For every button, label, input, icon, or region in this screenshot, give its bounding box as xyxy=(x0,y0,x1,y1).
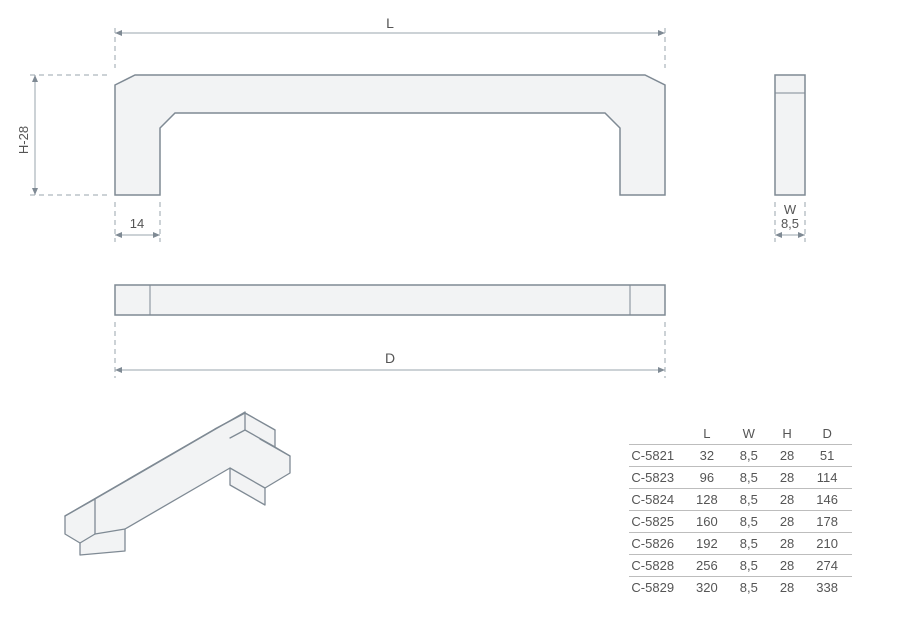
cell-value: 178 xyxy=(808,511,852,533)
cell-value: 28 xyxy=(772,511,808,533)
top-view xyxy=(115,285,665,315)
cell-value: 8,5 xyxy=(732,533,772,555)
isometric-view xyxy=(65,395,290,555)
col-model xyxy=(629,423,688,445)
cell-value: 8,5 xyxy=(732,467,772,489)
cell-value: 28 xyxy=(772,577,808,599)
label-L: L xyxy=(386,15,394,31)
cell-value: 128 xyxy=(688,489,732,511)
cell-model: C-5824 xyxy=(629,489,688,511)
dimension-L xyxy=(115,28,665,68)
table-row: C-58251608,528178 xyxy=(629,511,852,533)
cell-value: 28 xyxy=(772,489,808,511)
col-L: L xyxy=(688,423,732,445)
label-leg-width: 14 xyxy=(130,216,144,231)
table-row: C-58241288,528146 xyxy=(629,489,852,511)
cell-value: 28 xyxy=(772,467,808,489)
cell-value: 8,5 xyxy=(732,511,772,533)
cell-value: 8,5 xyxy=(732,555,772,577)
col-D: D xyxy=(808,423,852,445)
label-W: W xyxy=(784,202,797,217)
cell-value: 8,5 xyxy=(732,577,772,599)
cell-value: 28 xyxy=(772,555,808,577)
cell-model: C-5825 xyxy=(629,511,688,533)
cell-value: 8,5 xyxy=(732,445,772,467)
cell-value: 96 xyxy=(688,467,732,489)
cell-value: 256 xyxy=(688,555,732,577)
cell-model: C-5823 xyxy=(629,467,688,489)
cell-value: 146 xyxy=(808,489,852,511)
dimensions-table: L W H D C-5821328,52851C-5823968,528114C… xyxy=(629,423,852,598)
cell-model: C-5826 xyxy=(629,533,688,555)
cell-value: 160 xyxy=(688,511,732,533)
front-view xyxy=(115,75,665,195)
table-row: C-5821328,52851 xyxy=(629,445,852,467)
cell-value: 274 xyxy=(808,555,852,577)
cell-value: 32 xyxy=(688,445,732,467)
table-row: C-58261928,528210 xyxy=(629,533,852,555)
cell-value: 192 xyxy=(688,533,732,555)
table-header-row: L W H D xyxy=(629,423,852,445)
dimension-H xyxy=(30,75,108,195)
side-view xyxy=(775,75,805,195)
label-W-value: 8,5 xyxy=(781,216,799,231)
cell-value: 210 xyxy=(808,533,852,555)
cell-value: 338 xyxy=(808,577,852,599)
col-H: H xyxy=(772,423,808,445)
cell-value: 114 xyxy=(808,467,852,489)
cell-value: 320 xyxy=(688,577,732,599)
table-row: C-58293208,528338 xyxy=(629,577,852,599)
cell-model: C-5828 xyxy=(629,555,688,577)
cell-model: C-5829 xyxy=(629,577,688,599)
cell-value: 8,5 xyxy=(732,489,772,511)
label-H: H-28 xyxy=(16,126,31,154)
table-row: C-5823968,528114 xyxy=(629,467,852,489)
label-D: D xyxy=(385,350,395,366)
col-W: W xyxy=(732,423,772,445)
table-row: C-58282568,528274 xyxy=(629,555,852,577)
cell-value: 51 xyxy=(808,445,852,467)
cell-value: 28 xyxy=(772,533,808,555)
cell-value: 28 xyxy=(772,445,808,467)
cell-model: C-5821 xyxy=(629,445,688,467)
